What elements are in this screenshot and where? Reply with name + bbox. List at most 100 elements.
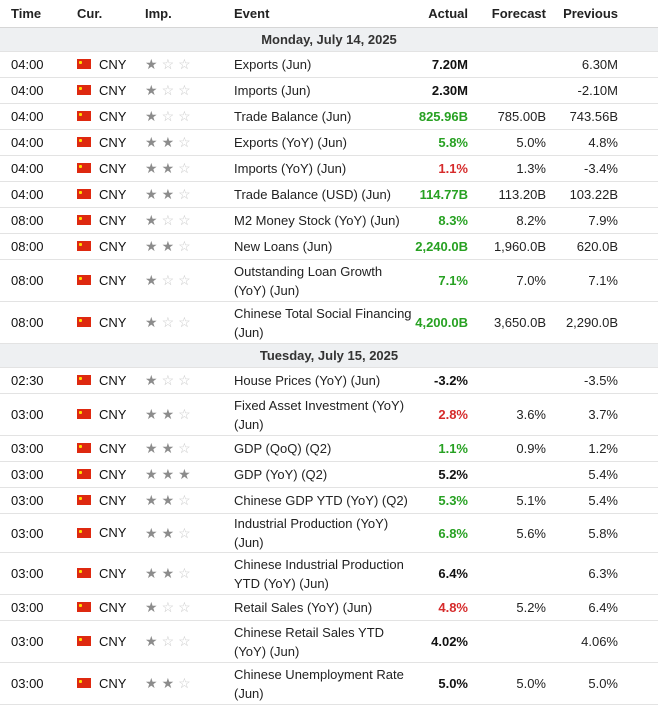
currency-wrap: CNY: [77, 109, 126, 124]
event-previous: 7.1%: [546, 259, 658, 302]
event-time: 03:00: [0, 513, 77, 553]
event-row[interactable]: 04:00 CNY ★ ★ ☆ Trade Balance (USD) (Jun) 114.…: [0, 181, 658, 208]
event-importance: ★ ★ ★: [143, 461, 230, 488]
event-row[interactable]: 08:00 CNY ★ ☆ ☆ Outstanding Loan Growth (YoY)…: [0, 259, 658, 302]
china-flag-icon: [77, 85, 91, 96]
importance-stars: ★ ★ ★: [145, 467, 191, 481]
event-name[interactable]: Chinese Unemployment Rate (Jun): [230, 662, 412, 705]
event-row[interactable]: 03:00 CNY ★ ☆ ☆ Retail Sales (YoY) (Jun) 4.8% 5…: [0, 594, 658, 621]
event-row[interactable]: 04:00 CNY ★ ☆ ☆ Imports (Jun) 2.30M -2.10M: [0, 77, 658, 104]
header-row: Time Cur. Imp. Event Actual Forecast Pre…: [0, 0, 658, 28]
event-forecast: 3.6%: [478, 393, 546, 436]
event-name[interactable]: GDP (YoY) (Q2): [230, 461, 412, 488]
currency-wrap: CNY: [77, 467, 126, 482]
event-name[interactable]: Trade Balance (USD) (Jun): [230, 181, 412, 208]
date-header: Monday, July 14, 2025: [0, 27, 658, 52]
star-filled-icon: ★: [161, 160, 175, 176]
header-forecast[interactable]: Forecast: [478, 0, 546, 28]
event-row[interactable]: 04:00 CNY ★ ★ ☆ Exports (YoY) (Jun) 5.8% 5.0% 4.…: [0, 129, 658, 156]
header-time[interactable]: Time: [0, 0, 77, 28]
header-importance[interactable]: Imp.: [143, 0, 230, 28]
event-time: 08:00: [0, 233, 77, 260]
event-row[interactable]: 04:00 CNY ★ ☆ ☆ Trade Balance (Jun) 825.96B 785…: [0, 103, 658, 130]
event-actual: 5.3%: [412, 487, 478, 514]
importance-stars: ★ ★ ☆: [145, 441, 191, 455]
currency-code: CNY: [99, 633, 127, 649]
event-time: 08:00: [0, 207, 77, 234]
importance-stars: ★ ★ ☆: [145, 493, 191, 507]
star-empty-icon: ☆: [161, 314, 175, 330]
event-name[interactable]: Industrial Production (YoY) (Jun): [230, 513, 412, 553]
event-name[interactable]: New Loans (Jun): [230, 233, 412, 260]
event-row[interactable]: 03:00 CNY ★ ★ ☆ GDP (QoQ) (Q2) 1.1% 0.9% 1.2%: [0, 435, 658, 462]
event-name[interactable]: Chinese Retail Sales YTD (YoY) (Jun): [230, 620, 412, 663]
star-filled-icon: ★: [145, 314, 158, 330]
event-actual: 5.8%: [412, 129, 478, 156]
event-name[interactable]: Trade Balance (Jun): [230, 103, 412, 130]
event-name[interactable]: Fixed Asset Investment (YoY) (Jun): [230, 393, 412, 436]
event-row[interactable]: 03:00 CNY ★ ☆ ☆ Chinese Retail Sales YTD (YoY…: [0, 620, 658, 663]
event-name[interactable]: Exports (Jun): [230, 51, 412, 78]
event-name[interactable]: GDP (QoQ) (Q2): [230, 435, 412, 462]
star-filled-icon: ★: [161, 406, 175, 422]
event-name[interactable]: M2 Money Stock (YoY) (Jun): [230, 207, 412, 234]
event-forecast: 1,960.0B: [478, 233, 546, 260]
event-row[interactable]: 02:30 CNY ★ ☆ ☆ House Prices (YoY) (Jun) -3.2%…: [0, 367, 658, 394]
event-importance: ★ ★ ☆: [143, 181, 230, 208]
importance-stars: ★ ☆ ☆: [145, 600, 191, 614]
event-row[interactable]: 04:00 CNY ★ ★ ☆ Imports (YoY) (Jun) 1.1% 1.3% -3…: [0, 155, 658, 182]
event-time: 03:00: [0, 435, 77, 462]
event-name[interactable]: Imports (Jun): [230, 77, 412, 104]
currency-wrap: CNY: [77, 493, 126, 508]
event-row[interactable]: 03:00 CNY ★ ★ ☆ Fixed Asset Investment (YoY) …: [0, 393, 658, 436]
importance-stars: ★ ☆ ☆: [145, 57, 191, 71]
event-row[interactable]: 03:00 CNY ★ ★ ☆ Chinese GDP YTD (YoY) (Q2) 5.3…: [0, 487, 658, 514]
event-time: 03:00: [0, 662, 77, 705]
china-flag-icon: [77, 241, 91, 252]
star-filled-icon: ★: [145, 599, 158, 615]
star-filled-icon: ★: [145, 492, 158, 508]
event-row[interactable]: 08:00 CNY ★ ☆ ☆ Chinese Total Social Financin…: [0, 301, 658, 344]
header-event[interactable]: Event: [230, 0, 412, 28]
event-name[interactable]: Imports (YoY) (Jun): [230, 155, 412, 182]
event-actual: 2.30M: [412, 77, 478, 104]
china-flag-icon: [77, 495, 91, 506]
currency-code: CNY: [99, 406, 127, 422]
event-name[interactable]: Chinese GDP YTD (YoY) (Q2): [230, 487, 412, 514]
event-row[interactable]: 03:00 CNY ★ ★ ☆ Chinese Unemployment Rate (Ju…: [0, 662, 658, 705]
currency-code: CNY: [99, 212, 127, 228]
event-row[interactable]: 03:00 CNY ★ ★ ☆ Industrial Production (YoY) (…: [0, 513, 658, 553]
event-name[interactable]: Chinese Total Social Financing (Jun): [230, 301, 412, 344]
event-forecast: 0.9%: [478, 435, 546, 462]
event-name[interactable]: House Prices (YoY) (Jun): [230, 367, 412, 394]
event-name[interactable]: Chinese Industrial Production YTD (YoY) …: [230, 552, 412, 595]
china-flag-icon: [77, 678, 91, 689]
star-empty-icon: ☆: [161, 633, 175, 649]
calendar-body: Monday, July 14, 2025 04:00 CNY ★ ☆ ☆ Exports …: [0, 27, 658, 705]
event-currency-cell: CNY: [77, 233, 143, 260]
importance-stars: ★ ★ ☆: [145, 187, 191, 201]
star-empty-icon: ☆: [178, 524, 191, 541]
star-filled-icon: ★: [145, 56, 158, 72]
event-row[interactable]: 08:00 CNY ★ ☆ ☆ M2 Money Stock (YoY) (Jun) 8.3…: [0, 207, 658, 234]
header-previous[interactable]: Previous: [546, 0, 658, 28]
event-previous: 3.7%: [546, 393, 658, 436]
header-actual[interactable]: Actual: [412, 0, 478, 28]
event-row[interactable]: 03:00 CNY ★ ★ ★ GDP (YoY) (Q2) 5.2% 5.4%: [0, 461, 658, 488]
star-empty-icon: ☆: [178, 599, 191, 615]
event-currency-cell: CNY: [77, 594, 143, 621]
china-flag-icon: [77, 443, 91, 454]
event-row[interactable]: 04:00 CNY ★ ☆ ☆ Exports (Jun) 7.20M 6.30M: [0, 51, 658, 78]
event-time: 08:00: [0, 301, 77, 344]
event-actual: 6.8%: [412, 513, 478, 553]
star-empty-icon: ☆: [178, 82, 191, 98]
event-name[interactable]: Outstanding Loan Growth (YoY) (Jun): [230, 259, 412, 302]
header-currency[interactable]: Cur.: [77, 0, 143, 28]
event-importance: ★ ☆ ☆: [143, 51, 230, 78]
event-name[interactable]: Retail Sales (YoY) (Jun): [230, 594, 412, 621]
event-time: 04:00: [0, 129, 77, 156]
event-row[interactable]: 03:00 CNY ★ ★ ☆ Chinese Industrial Production…: [0, 552, 658, 595]
event-name[interactable]: Exports (YoY) (Jun): [230, 129, 412, 156]
event-row[interactable]: 08:00 CNY ★ ★ ☆ New Loans (Jun) 2,240.0B 1,960.…: [0, 233, 658, 260]
